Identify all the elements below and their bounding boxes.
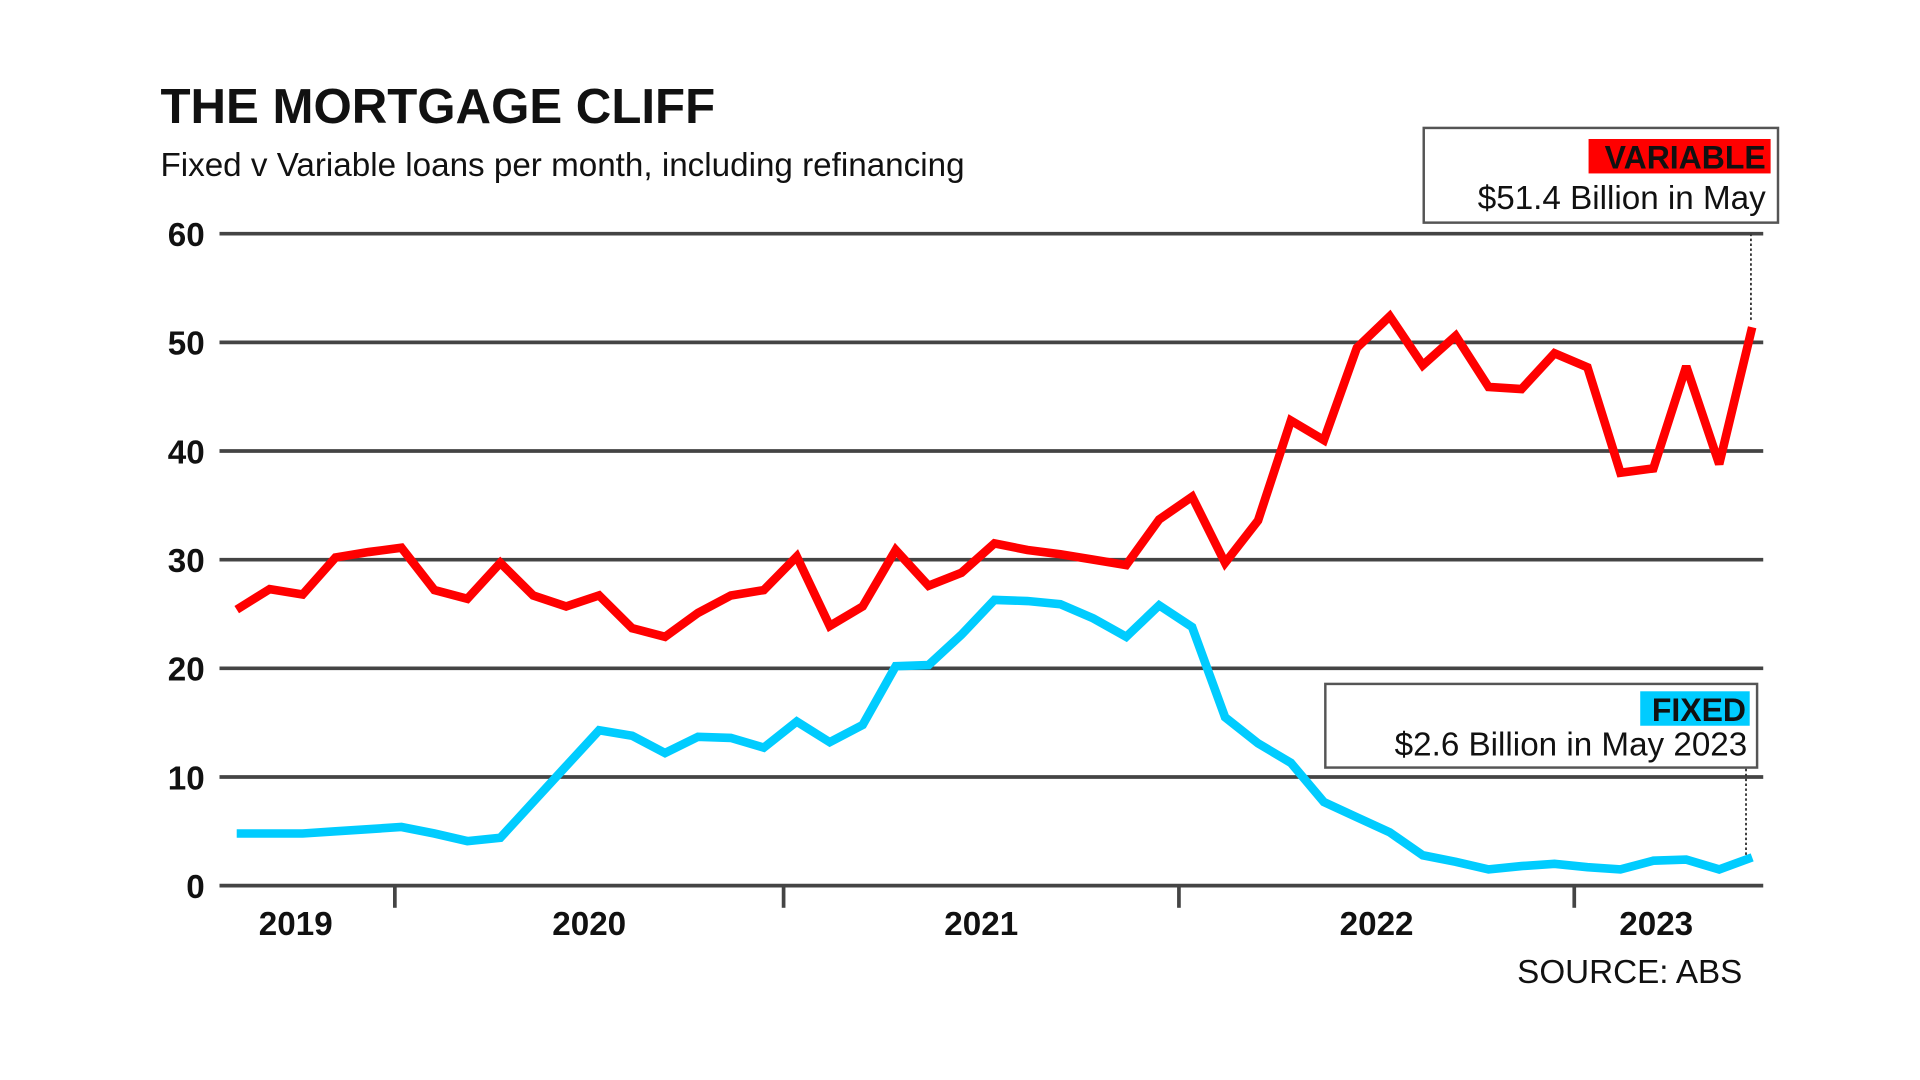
x-year-label: 2023 xyxy=(1619,906,1693,943)
y-tick-label: 20 xyxy=(168,652,205,689)
y-tick-label: 30 xyxy=(168,543,205,580)
fixed-annotation-text: $2.6 Billion in May 2023 xyxy=(1395,726,1748,763)
y-tick-label: 10 xyxy=(168,760,205,797)
x-axis: 2019 2020 2021 2022 2023 xyxy=(259,885,1693,943)
fixed-badge-label: FIXED xyxy=(1652,692,1746,728)
variable-annotation-text: $51.4 Billion in May xyxy=(1478,180,1766,217)
series-line-fixed xyxy=(236,595,1754,874)
chart-title: THE MORTGAGE CLIFF xyxy=(160,79,715,134)
y-tick-label: 50 xyxy=(168,326,205,363)
y-axis: 0 10 20 30 40 50 60 xyxy=(168,217,205,906)
fixed-badge xyxy=(1640,691,1750,726)
chart-subtitle: Fixed v Variable loans per month, includ… xyxy=(160,147,964,184)
gridlines xyxy=(219,231,1764,888)
fixed-annotation: FIXED $2.6 Billion in May 2023 xyxy=(1324,682,1759,855)
y-tick-label: 60 xyxy=(168,217,205,254)
x-year-label: 2019 xyxy=(259,906,333,943)
x-year-label: 2022 xyxy=(1340,906,1414,943)
source-note: SOURCE: ABS xyxy=(1517,954,1742,991)
variable-annotation: VARIABLE $51.4 Billion in May xyxy=(1422,126,1780,323)
series-lines xyxy=(234,309,1757,874)
x-year-label: 2020 xyxy=(552,906,626,943)
y-tick-label: 40 xyxy=(168,434,205,471)
variable-badge-label: VARIABLE xyxy=(1605,140,1766,176)
variable-badge xyxy=(1588,138,1771,174)
x-year-label: 2021 xyxy=(944,906,1018,943)
y-tick-label: 0 xyxy=(186,869,204,906)
series-line-variable xyxy=(234,309,1757,642)
